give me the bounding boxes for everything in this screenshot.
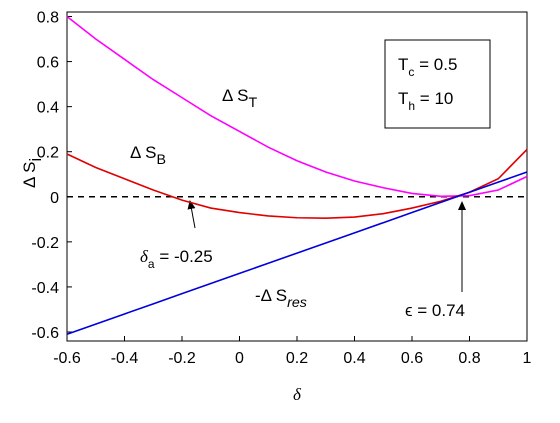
y-tick-label: 0.2: [37, 145, 59, 162]
param-label-main: T: [398, 89, 408, 108]
annotation-sub: a: [148, 257, 155, 271]
y-tick-label: 0.4: [37, 100, 59, 117]
param-box: [384, 39, 491, 129]
y-axis-label: Δ Si: [20, 158, 45, 188]
y-tick-label: 0.6: [37, 55, 59, 72]
curve: [66, 15, 528, 198]
annotation: δa = -0.25: [140, 247, 213, 271]
param-label-sub: h: [408, 99, 415, 113]
x-tick-label: 0.2: [286, 350, 308, 367]
y-tick-label: 0: [50, 190, 59, 207]
y-tick-label: -0.6: [31, 325, 59, 342]
y-axis-label-main: Δ S: [20, 162, 39, 188]
curve-label-main: Δ S: [130, 143, 156, 162]
curve-label: Δ SB: [130, 143, 166, 168]
x-tick-label: 0.8: [458, 350, 480, 367]
param-label-sub: c: [408, 65, 414, 79]
annotation-rest: = -0.25: [155, 247, 213, 266]
param-label-rest: = 10: [415, 89, 453, 108]
annotation-main: ϵ = 0.74: [405, 301, 465, 320]
curve: [66, 171, 528, 335]
y-axis-label-sub: i: [27, 158, 45, 162]
x-tick-label: -0.2: [168, 350, 196, 367]
curve-label-sub: res: [287, 295, 307, 311]
arrow: [187, 200, 196, 229]
x-axis-label: δ: [293, 385, 302, 404]
curve-label-main: Δ S: [222, 86, 248, 105]
y-tick-label: -0.4: [31, 280, 59, 297]
x-tick-label: 0.6: [401, 350, 423, 367]
y-tick-label: -0.2: [31, 235, 59, 252]
x-tick-label: 0.4: [343, 350, 365, 367]
annotation-main: δ: [140, 247, 149, 266]
x-tick-label: -0.6: [53, 350, 81, 367]
x-tick-label: 1: [523, 350, 532, 367]
param-label: Tc = 0.5: [398, 55, 457, 79]
param-label-main: T: [398, 55, 408, 74]
curve-label-sub: B: [156, 152, 166, 168]
x-tick-label: 0: [235, 350, 244, 367]
curve-label: -Δ Sres: [255, 286, 307, 311]
x-tick-label: -0.4: [111, 350, 139, 367]
param-label: Th = 10: [398, 89, 453, 113]
annotation: ϵ = 0.74: [405, 301, 465, 320]
y-tick-label: 0.8: [37, 10, 59, 27]
param-label-rest: = 0.5: [414, 55, 457, 74]
curve-label-main: -Δ S: [255, 286, 287, 305]
curve-label-sub: T: [248, 95, 257, 111]
curve-label: Δ ST: [222, 86, 257, 111]
